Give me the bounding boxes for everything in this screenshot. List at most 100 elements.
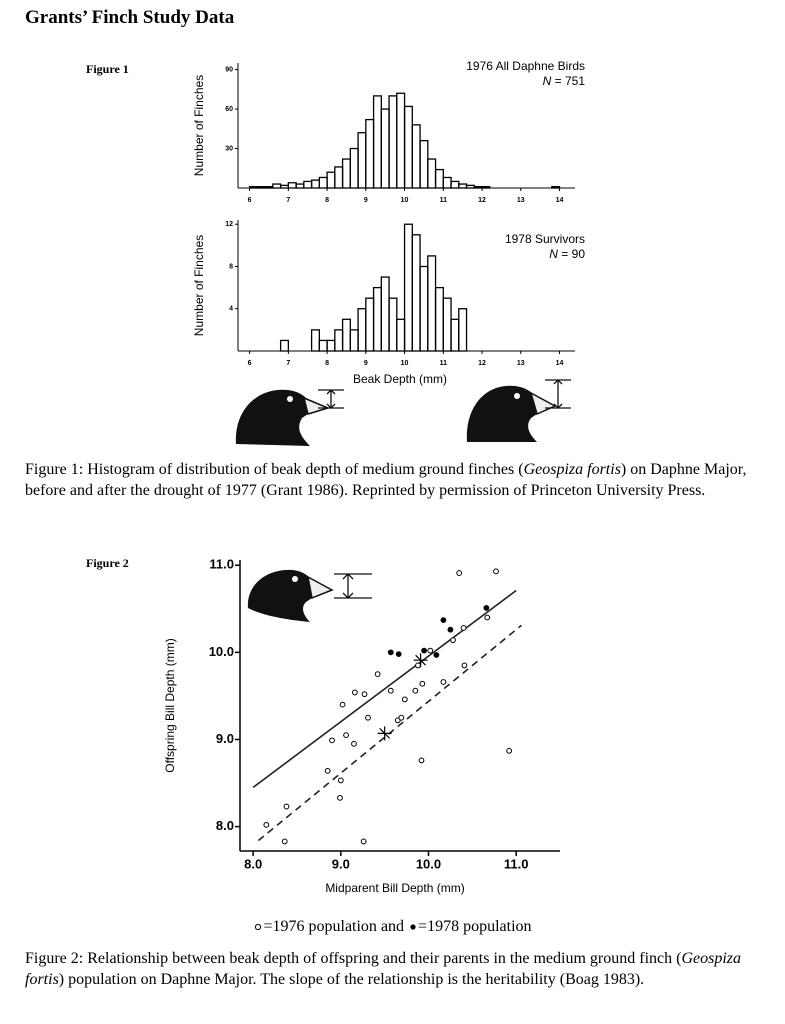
histogram-bar bbox=[427, 158, 437, 189]
y-tick-label: 30 bbox=[225, 145, 233, 152]
caption-text: ) on Daphne Major, before and after the … bbox=[25, 461, 747, 499]
y-tick-label: 4 bbox=[229, 306, 233, 313]
histogram-bar bbox=[341, 158, 351, 189]
histogram-bar bbox=[372, 95, 382, 189]
y-axis-label: Number of Finches bbox=[192, 75, 206, 176]
histogram-bar bbox=[473, 186, 483, 189]
legend-label: =1978 population bbox=[418, 918, 532, 935]
histogram-bar bbox=[411, 124, 421, 189]
data-point bbox=[440, 679, 447, 685]
x-tick-label: 8 bbox=[325, 360, 329, 367]
data-point bbox=[450, 637, 456, 644]
data-point bbox=[329, 737, 335, 744]
data-point bbox=[395, 651, 402, 657]
caption: Figure 1: Histogram of distribution of b… bbox=[25, 459, 770, 501]
data-point bbox=[398, 714, 405, 721]
fit-line bbox=[252, 589, 517, 789]
finch-head bbox=[247, 569, 372, 622]
y-tick-label: 90 bbox=[225, 66, 233, 73]
histogram-bar bbox=[427, 255, 437, 352]
data-point bbox=[456, 570, 463, 576]
x-tick-label: 10 bbox=[401, 197, 409, 204]
legend: =1976 population and =1978 population bbox=[0, 918, 785, 936]
data-point bbox=[447, 626, 454, 633]
histogram-bar bbox=[465, 184, 475, 189]
data-point bbox=[351, 689, 358, 696]
histogram-bar bbox=[442, 297, 452, 352]
data-point bbox=[418, 757, 425, 764]
data-point bbox=[433, 652, 440, 658]
data-point bbox=[339, 701, 346, 708]
data-point bbox=[387, 687, 394, 694]
data-point bbox=[427, 647, 434, 654]
y-tick-label: 8.0 bbox=[216, 818, 234, 833]
x-tick-label: 10 bbox=[401, 360, 409, 367]
histogram-bar bbox=[403, 105, 413, 189]
histogram-bar bbox=[272, 183, 282, 189]
x-tick-label: 14 bbox=[556, 197, 564, 204]
data-point bbox=[365, 714, 371, 721]
caption-text: Geospiza fortis bbox=[25, 950, 741, 988]
x-tick-label: 9.0 bbox=[332, 856, 350, 871]
data-point bbox=[337, 794, 343, 801]
x-tick-label: 8 bbox=[325, 197, 329, 204]
histogram-bar bbox=[326, 339, 336, 352]
caption-text: Geospiza fortis bbox=[523, 461, 621, 478]
histogram-bar bbox=[380, 108, 390, 189]
x-tick-label: 6 bbox=[248, 360, 252, 367]
data-point bbox=[419, 680, 426, 687]
page-title: Grants’ Finch Study Data bbox=[25, 7, 235, 28]
histogram-bar bbox=[334, 166, 344, 189]
data-point bbox=[360, 838, 367, 845]
data-point bbox=[401, 696, 408, 703]
finch-head bbox=[235, 389, 344, 446]
histogram-bar bbox=[279, 339, 290, 352]
x-tick-label: 11.0 bbox=[504, 856, 529, 871]
histogram-bar bbox=[303, 180, 313, 189]
histogram-bar bbox=[372, 286, 382, 352]
x-tick-label: 13 bbox=[517, 197, 525, 204]
data-point bbox=[483, 605, 490, 611]
data-point bbox=[460, 625, 467, 631]
data-point bbox=[263, 821, 270, 828]
annotation: 1976 All Daphne Birds bbox=[466, 59, 585, 73]
legend-label: =1976 population bbox=[263, 918, 377, 935]
data-point bbox=[337, 777, 344, 784]
data-point bbox=[440, 617, 447, 624]
x-tick-label: 9 bbox=[364, 360, 368, 367]
data-point bbox=[415, 662, 421, 669]
data-point bbox=[351, 740, 357, 747]
figure-label: Figure 2 bbox=[86, 556, 129, 570]
y-axis-label: Number of Finches bbox=[192, 235, 206, 336]
data-point bbox=[493, 568, 499, 575]
y-tick-label: 10.0 bbox=[209, 644, 234, 659]
histogram-bar bbox=[396, 318, 406, 352]
caption-text: ) population on Daphne Major. The slope … bbox=[58, 971, 645, 988]
caption: Figure 2: Relationship between beak dept… bbox=[25, 948, 770, 990]
histogram-bar bbox=[458, 308, 468, 352]
histogram-bar bbox=[318, 339, 328, 352]
histogram-bar bbox=[458, 183, 468, 189]
caption-text: Figure 1: Histogram of distribution of b… bbox=[25, 461, 524, 478]
x-tick-label: 12 bbox=[478, 197, 486, 204]
histogram-bar bbox=[264, 186, 274, 189]
histogram-bar bbox=[365, 118, 375, 189]
histogram-bar bbox=[256, 186, 266, 189]
histogram-bar bbox=[434, 168, 444, 189]
histogram-bar bbox=[434, 286, 444, 352]
legend-joiner: and bbox=[380, 918, 405, 935]
x-tick-label: 9 bbox=[364, 197, 368, 204]
histogram-bar bbox=[380, 276, 390, 352]
histogram-bar bbox=[349, 147, 359, 189]
histogram-bar bbox=[481, 186, 491, 189]
histogram-bar bbox=[442, 176, 452, 189]
annotation: N = 90 bbox=[549, 247, 585, 261]
data-point bbox=[283, 803, 290, 810]
legend-marker bbox=[255, 924, 262, 931]
histogram-bar bbox=[411, 234, 421, 352]
mean-marker-stroke bbox=[413, 653, 428, 668]
histogram-bar bbox=[248, 186, 259, 189]
data-point bbox=[506, 747, 513, 754]
